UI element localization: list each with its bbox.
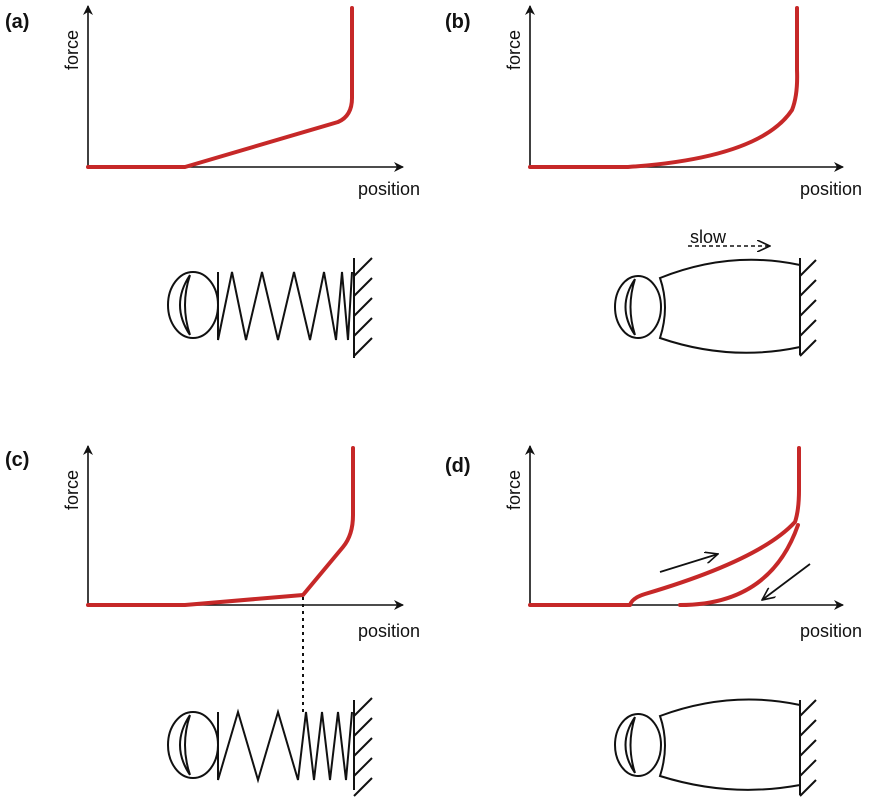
lens [179,274,191,336]
eye [167,711,219,779]
eye [614,713,662,777]
loading-arrow [659,554,718,573]
spring [217,271,353,341]
eye [614,275,662,339]
panel-label: (c) [5,449,29,471]
panel-label: (a) [5,11,29,33]
eye [167,271,219,339]
wall [799,258,817,357]
x-axis-label: position [800,179,862,199]
panel-b: (b) force position slow [445,5,862,357]
force-curve [86,446,355,607]
capsule [658,698,801,791]
y-axis-label: force [504,30,524,70]
annotation: slow [690,227,727,247]
panel-label: (b) [445,11,471,33]
y-axis-label: force [62,470,82,510]
lens [624,716,636,774]
panel-c: (c) force position [5,445,420,797]
lens [624,278,636,336]
wall [353,697,373,797]
x-axis-label: position [358,179,420,199]
spring [217,708,353,784]
panel-label: (d) [445,455,471,477]
panel-d: (d) force position [445,445,862,797]
x-axis-label: position [800,621,862,641]
force-curve [528,6,800,169]
unloading-curve [678,523,800,607]
x-axis-label: position [358,621,420,641]
unloading-arrow [762,563,811,600]
lens [179,714,191,776]
loading-curve [528,446,801,607]
force-curve [86,6,354,169]
panel-a: (a) force position [5,5,420,358]
wall [799,699,817,797]
y-axis-label: force [62,30,82,70]
wall [353,257,373,358]
y-axis-label: force [504,470,524,510]
capsule [658,258,801,354]
